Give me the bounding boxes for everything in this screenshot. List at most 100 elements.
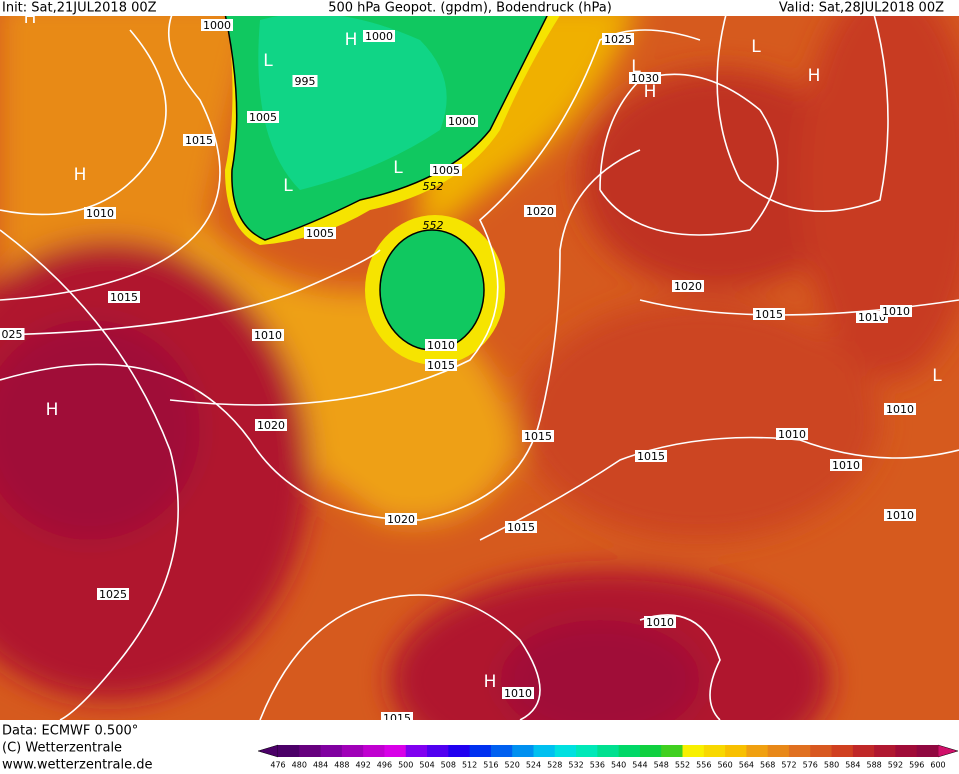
isobar-label-box <box>753 308 785 320</box>
colorbar-label: 500 <box>398 761 413 770</box>
isobar-label-box <box>292 75 318 87</box>
isobar-label: 1015 <box>383 712 411 725</box>
isobar-label-box <box>108 291 140 303</box>
isobar <box>0 229 179 720</box>
colorbar-label: 516 <box>483 761 498 770</box>
geopotential-label: 552 <box>423 219 444 232</box>
isobar-label: 025 <box>2 328 23 341</box>
colorbar-segment <box>874 745 896 757</box>
pressure-center: L <box>631 57 641 77</box>
colorbar-label: 480 <box>292 761 307 770</box>
colorbar-segment <box>320 745 343 757</box>
colorbar-label: 564 <box>739 761 754 770</box>
colorbar-segment <box>299 745 322 757</box>
isobar-label: 1020 <box>257 419 285 432</box>
isobar-label-box <box>635 450 667 462</box>
colorbar-label: 568 <box>760 761 775 770</box>
colorbar-segment <box>278 745 300 757</box>
isobar-label-box <box>522 430 554 442</box>
isobar-label: 1010 <box>886 509 914 522</box>
isobar-label-box <box>880 305 912 317</box>
colorbar-label: 588 <box>866 761 881 770</box>
colorbar-segment <box>725 745 747 757</box>
colorbar-label: 556 <box>696 761 711 770</box>
isobar-label: 1005 <box>249 111 277 124</box>
colorbar-segment <box>618 745 641 757</box>
pressure-center: L <box>751 37 761 57</box>
isobar-label: 1010 <box>778 428 806 441</box>
isobar-label: 1010 <box>646 616 674 629</box>
colorbar-segment <box>852 745 875 757</box>
pressure-center: L <box>263 51 273 71</box>
colorbar-label: 504 <box>419 761 434 770</box>
isobar-label: 1015 <box>524 430 552 443</box>
isobar-label: 1010 <box>427 339 455 352</box>
colorbar-label: 508 <box>441 761 456 770</box>
greenland-core <box>258 13 447 191</box>
pressure-center: H <box>808 66 821 86</box>
colorbar-segment <box>661 745 684 757</box>
colorbar-segment <box>746 745 769 757</box>
isobar <box>0 249 381 336</box>
isobar-label: 1015 <box>427 359 455 372</box>
isobar-label: 995 <box>295 75 316 88</box>
isobar-label-box <box>884 509 916 521</box>
colorbar-label: 560 <box>717 761 732 770</box>
isobar-label-box <box>884 403 916 415</box>
colorbar-segment <box>810 745 833 757</box>
colorbar-label: 600 <box>930 761 945 770</box>
isobar <box>0 0 221 301</box>
isobar-label-box <box>502 687 534 699</box>
colorbar-label: 580 <box>824 761 839 770</box>
isobar-label-box <box>425 339 457 351</box>
isobar-label-box <box>644 616 676 628</box>
isobar-label-box <box>255 419 287 431</box>
colorbar-segment <box>767 745 790 757</box>
colorbar-segment <box>788 745 811 757</box>
isobar-label-box <box>629 72 661 84</box>
isobar-label-box <box>505 521 537 533</box>
colorbar-segment <box>916 745 939 757</box>
map-title: 500 hPa Geopot. (gpdm), Bodendruck (hPa) <box>328 1 612 16</box>
isobar-label: 1015 <box>110 291 138 304</box>
isobar-label: 1000 <box>365 30 393 43</box>
copyright: (C) Wetterzentrale <box>2 741 122 756</box>
pressure-center: H <box>644 82 657 102</box>
colorbar-segment <box>533 745 556 757</box>
valid-time: Valid: Sat,28JUL2018 00Z <box>779 1 944 16</box>
isobar-label: 1030 <box>631 72 659 85</box>
isobar-label: 1010 <box>886 403 914 416</box>
isobar <box>599 73 779 236</box>
isobar-label-box <box>672 280 704 292</box>
isobar-label: 1010 <box>504 687 532 700</box>
colorbar-label: 548 <box>654 761 669 770</box>
isobar <box>479 436 959 541</box>
isobar-label: 1025 <box>604 33 632 46</box>
isobar-label-box <box>247 111 279 123</box>
colorbar-label: 492 <box>356 761 371 770</box>
colorbar-label: 532 <box>568 761 583 770</box>
isobar-label: 1000 <box>448 115 476 128</box>
colorbar-label: 528 <box>547 761 562 770</box>
colorbar-label: 540 <box>611 761 626 770</box>
isobar-label: 1020 <box>526 205 554 218</box>
colorbar-label: 584 <box>845 761 860 770</box>
isobar <box>716 0 889 213</box>
colorbar-label: 576 <box>803 761 818 770</box>
colorbar-segment <box>490 745 513 757</box>
isobar <box>639 614 721 720</box>
colorbar-label: 496 <box>377 761 392 770</box>
isobar-label: 1015 <box>755 308 783 321</box>
isobar-label: 1010 <box>86 207 114 220</box>
isobar <box>0 29 167 216</box>
isobar-label-box <box>830 459 862 471</box>
header-bar <box>0 0 959 16</box>
colorbar-label: 484 <box>313 761 328 770</box>
pressure-center: L <box>393 158 403 178</box>
iceland-low <box>379 229 485 351</box>
isobar-label: 1005 <box>306 227 334 240</box>
colorbar-label: 488 <box>334 761 349 770</box>
